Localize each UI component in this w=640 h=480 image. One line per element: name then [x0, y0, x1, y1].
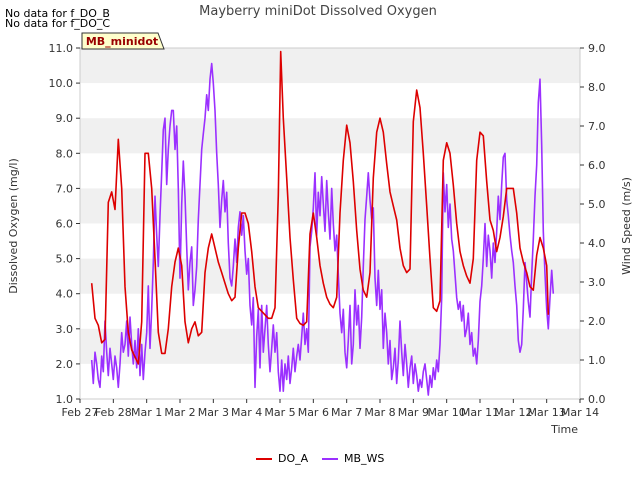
y-axis-left-label: Dissolved Oxygen (mg/l): [7, 158, 20, 293]
y-tick-label-right: 8.0: [588, 81, 606, 94]
x-tick-label: Mar 9: [398, 406, 429, 419]
chart-title: Mayberry miniDot Dissolved Oxygen: [199, 4, 437, 19]
y-tick-label-left: 7.0: [56, 182, 74, 195]
legend-item-mb-ws: MB_WS: [322, 452, 384, 465]
y-tick-label-right: 0.0: [588, 393, 606, 406]
y-axis-right-label: Wind Speed (m/s): [620, 177, 633, 275]
y-tick-label-left: 2.0: [56, 358, 74, 371]
x-tick-label: Mar 6: [298, 406, 329, 419]
series-line-do-a: [90, 50, 550, 365]
y-tick-label-left: 4.0: [56, 288, 74, 301]
y-tick-label-right: 3.0: [588, 276, 606, 289]
grid-band: [80, 258, 580, 294]
no-data-note-1: No data for f_DO_B: [5, 7, 110, 20]
legend-swatch-do-a: [256, 457, 272, 460]
x-tick-label: Mar 2: [164, 406, 195, 419]
x-tick-label: Feb 27: [62, 406, 99, 419]
legend: DO_A MB_WS: [0, 452, 640, 470]
x-tick-label: Mar 4: [231, 406, 262, 419]
site-label: MB_minidot: [86, 35, 158, 48]
no-data-note-2: No data for f_DO_C: [5, 17, 111, 30]
y-tick-label-right: 2.0: [588, 315, 606, 328]
x-tick-label: Mar 8: [364, 406, 395, 419]
y-tick-label-left: 5.0: [56, 253, 74, 266]
site-label-box: MB_minidot: [81, 32, 165, 50]
y-tick-label-right: 4.0: [588, 237, 606, 250]
grid-band: [80, 118, 580, 154]
y-tick-label-left: 9.0: [56, 112, 74, 125]
y-tick-label-left: 8.0: [56, 147, 74, 160]
legend-swatch-mb-ws: [322, 457, 338, 460]
y-tick-label-right: 1.0: [588, 354, 606, 367]
y-tick-label-left: 3.0: [56, 323, 74, 336]
x-tick-label: Mar 3: [198, 406, 229, 419]
legend-label-do-a: DO_A: [278, 452, 309, 465]
x-tick-label: Mar 10: [428, 406, 466, 419]
x-tick-label: Mar 7: [331, 406, 362, 419]
x-tick-label: Mar 12: [494, 406, 532, 419]
y-tick-label-left: 11.0: [49, 42, 74, 55]
grid-band: [80, 328, 580, 364]
x-tick-label: Feb 28: [95, 406, 132, 419]
grid-band: [80, 48, 580, 84]
x-tick-label: Mar 14: [561, 406, 599, 419]
legend-item-do-a: DO_A: [256, 452, 308, 465]
x-tick-label: Mar 5: [264, 406, 295, 419]
y-tick-label-left: 10.0: [49, 77, 74, 90]
y-tick-label-right: 9.0: [588, 42, 606, 55]
y-axis-left: 1.0 2.0 3.0 4.0 5.0 6.0 7.0 8.0 9.0 10.0 11.0: [49, 42, 80, 406]
y-tick-label-left: 6.0: [56, 218, 74, 231]
y-tick-label-right: 6.0: [588, 159, 606, 172]
y-tick-label-left: 1.0: [56, 393, 74, 406]
x-tick-label: Mar 1: [131, 406, 162, 419]
x-tick-label: Mar 11: [461, 406, 499, 419]
y-tick-label-right: 7.0: [588, 120, 606, 133]
series-line-mb-ws: [90, 62, 555, 396]
x-axis-label: Time: [550, 423, 578, 436]
legend-label-mb-ws: MB_WS: [344, 452, 385, 465]
x-tick-label: Mar 13: [528, 406, 566, 419]
y-axis-right: 0.0 1.0 2.0 3.0 4.0 5.0 6.0 7.0 8.0 9.0: [580, 42, 606, 406]
y-tick-label-right: 5.0: [588, 198, 606, 211]
